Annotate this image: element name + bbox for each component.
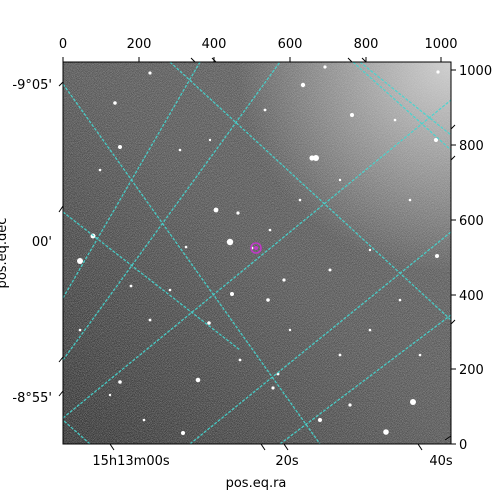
grid-line [63,62,201,299]
star [368,328,372,332]
star [323,65,327,69]
star [168,288,172,292]
star [350,113,354,117]
star [348,403,352,407]
star [282,278,286,282]
grid-line [352,62,451,151]
star [118,380,122,384]
ra-tick-15h13m00s: 15h13m00s [92,454,170,469]
top-tick-800: 800 [354,37,379,52]
target-marker [250,242,262,254]
star [236,211,240,215]
coordinate-grid [63,62,451,444]
star [129,284,133,288]
x-axis-label: pos.eq.ra [226,476,287,491]
star [300,82,306,88]
ra-tick-20s: 20s [275,454,299,469]
right-tick-400: 400 [459,289,484,304]
star [393,118,397,122]
star [435,254,439,258]
top-tick-200: 200 [127,37,152,52]
plot-frame [62,61,452,445]
star [288,328,292,332]
right-tick-200: 200 [459,363,484,378]
world-ticks [58,57,456,451]
star [195,377,201,383]
star [230,292,234,296]
star [338,178,342,182]
star [328,268,332,272]
right-tick-0: 0 [459,438,467,453]
dec-tick-905: -9°05' [12,78,52,93]
star [178,148,182,152]
bottom-tick-labels: 15h13m00s 20s 40s [92,454,453,469]
star [78,328,82,332]
star [148,318,152,322]
star [418,353,422,357]
star [276,372,280,376]
grid-line [63,62,281,361]
top-tick-labels: 0 200 400 600 800 1000 [59,37,458,52]
top-tick-0: 0 [59,37,67,52]
right-tick-1000: 1000 [459,64,492,79]
star [434,138,438,142]
dec-tick-855: -8°55' [12,391,52,406]
star [368,248,372,252]
star [271,386,275,390]
star [226,238,234,246]
star [436,70,440,74]
star [208,138,212,142]
star [338,353,342,357]
y-axis-label: pos.eq.dec [0,218,10,289]
star [408,198,412,202]
star [318,418,322,422]
dec-tick-00: 00' [32,235,52,250]
star [207,321,211,325]
star [398,298,402,302]
star [383,429,389,435]
star [148,71,152,75]
star [238,358,242,362]
star [184,245,188,249]
top-tick-600: 600 [278,37,303,52]
star [118,145,122,149]
star [298,198,302,202]
pixel-ticks [62,57,456,445]
grid-line [63,211,241,351]
star [113,101,117,105]
star [108,393,112,397]
star [309,155,315,161]
star [268,228,272,232]
star [213,207,219,213]
top-tick-1000: 1000 [424,37,457,52]
right-tick-800: 800 [459,139,484,154]
star [263,108,267,112]
star [98,168,102,172]
right-tick-labels: 0 200 400 600 800 1000 [459,64,492,453]
grid-line [63,419,91,444]
grid-line [169,62,451,321]
star [410,399,416,405]
top-tick-400: 400 [202,37,227,52]
grid-line [63,99,451,419]
star [313,155,319,161]
grid-line [359,62,451,136]
star [142,418,146,422]
star [77,258,83,264]
sky-image [63,62,451,444]
star [266,298,270,302]
grid-line [189,231,451,444]
left-tick-labels: -9°05' 00' -8°55' [12,78,52,406]
right-tick-600: 600 [459,214,484,229]
grid-line [63,83,321,444]
star [181,431,185,435]
ra-tick-40s: 40s [429,454,453,469]
